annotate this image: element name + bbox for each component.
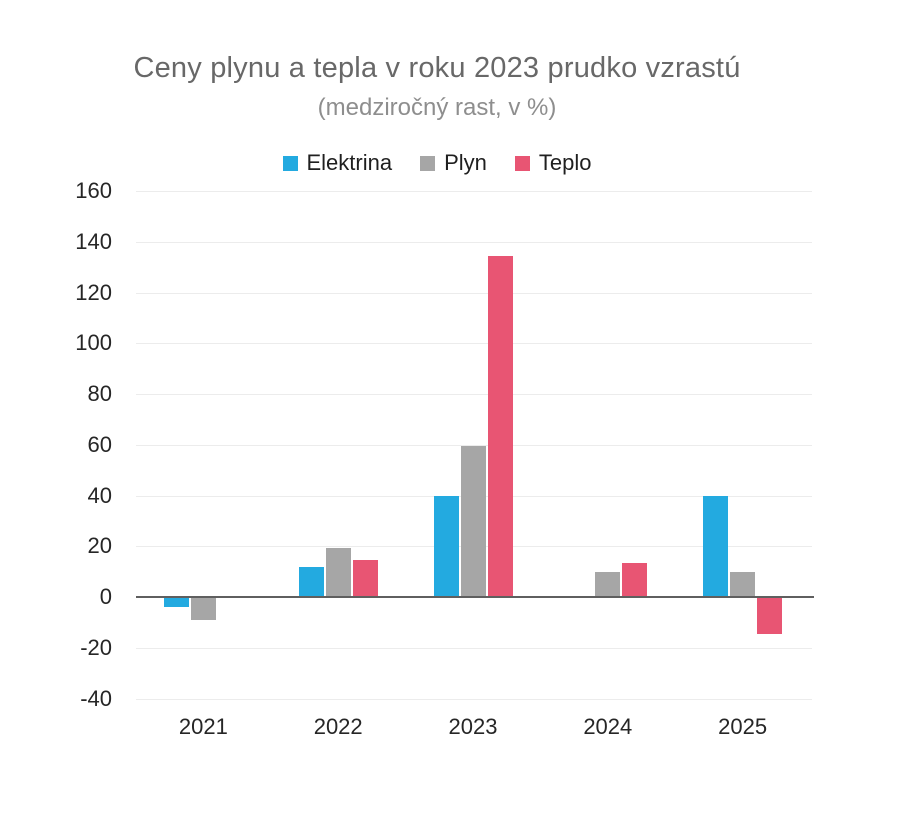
y-tick-label--40: -40 — [80, 685, 112, 711]
y-tick-label-160: 160 — [75, 178, 112, 203]
legend-item-elektrina: Elektrina — [282, 150, 393, 176]
bar-teplo-2025 — [757, 597, 783, 634]
bar-elektrina-2021 — [163, 597, 189, 608]
y-tick-label-120: 120 — [75, 279, 112, 305]
y-tick-label--20: -20 — [80, 634, 112, 660]
x-category-label-2025: 2025 — [718, 714, 768, 739]
legend-swatch-plyn-icon — [420, 155, 436, 171]
bar-teplo-2023 — [487, 255, 513, 597]
y-tick-label-140: 140 — [75, 228, 112, 254]
x-category-label-2023: 2023 — [448, 714, 498, 739]
x-category-label-2022: 2022 — [313, 714, 363, 739]
bar-elektrina-2025 — [703, 495, 729, 597]
gridline-120 — [136, 292, 812, 294]
bar-elektrina-2022 — [298, 566, 324, 597]
legend-label-elektrina: Elektrina — [306, 150, 393, 175]
legend-swatch-elektrina-icon — [282, 155, 298, 171]
legend: Elektrina Plyn Teplo — [0, 148, 874, 178]
x-axis-line — [136, 596, 814, 598]
gridline-140 — [136, 241, 812, 243]
bar-elektrina-2023 — [433, 495, 459, 597]
gridline--20 — [136, 647, 812, 649]
y-tick-label-0: 0 — [99, 584, 112, 609]
y-tick-label-100: 100 — [75, 330, 112, 356]
bar-plyn-2025 — [730, 571, 756, 597]
gridline--40 — [136, 698, 812, 700]
gridline-160 — [136, 191, 812, 192]
chart-subtitle: (medziročný rast, v %) — [317, 94, 557, 121]
legend-swatch-teplo-icon — [514, 155, 530, 171]
legend-item-plyn: Plyn — [420, 150, 487, 176]
chart-title: Ceny plynu a tepla v roku 2023 prudko vz… — [133, 52, 741, 84]
bar-plyn-2023 — [460, 446, 486, 597]
legend-item-teplo: Teplo — [514, 150, 592, 176]
y-tick-label-20: 20 — [87, 533, 112, 559]
bar-teplo-2024 — [622, 562, 648, 597]
y-tick-label-80: 80 — [87, 381, 112, 406]
bar-plyn-2024 — [595, 571, 621, 597]
y-tick-label-60: 60 — [87, 431, 112, 457]
gridline-60 — [136, 444, 812, 446]
bar-plyn-2021 — [190, 597, 216, 620]
x-category-label-2021: 2021 — [178, 714, 228, 739]
x-category-label-2024: 2024 — [583, 714, 633, 739]
y-tick-label-40: 40 — [87, 482, 112, 508]
legend-label-teplo: Teplo — [538, 150, 592, 175]
gridline-100 — [136, 343, 812, 345]
bar-teplo-2022 — [352, 560, 378, 597]
gridline-80 — [136, 394, 812, 395]
bar-plyn-2022 — [325, 547, 351, 597]
legend-label-plyn: Plyn — [444, 150, 487, 175]
